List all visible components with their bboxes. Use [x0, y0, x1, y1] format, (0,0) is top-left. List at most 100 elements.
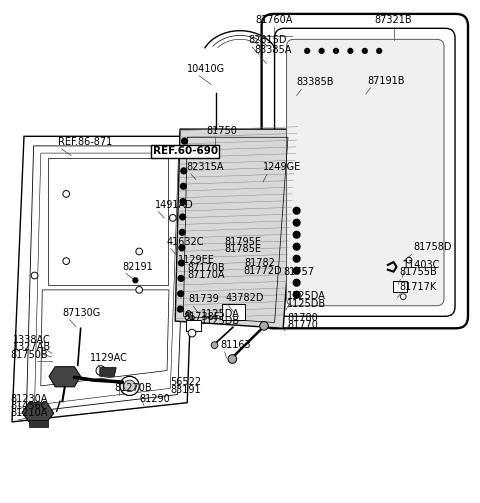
- Text: 87321B: 87321B: [375, 15, 412, 25]
- Text: 81270B: 81270B: [114, 383, 152, 393]
- Polygon shape: [49, 367, 81, 387]
- Text: 83385B: 83385B: [297, 77, 334, 88]
- Circle shape: [178, 291, 183, 297]
- Circle shape: [136, 248, 143, 255]
- Text: REF.60-690: REF.60-690: [153, 146, 218, 156]
- Text: 81230A: 81230A: [11, 394, 48, 404]
- Text: 81758D: 81758D: [414, 242, 452, 253]
- Circle shape: [180, 199, 186, 204]
- Text: 43782D: 43782D: [226, 293, 264, 303]
- Text: 1249GE: 1249GE: [263, 162, 301, 173]
- Circle shape: [293, 219, 300, 226]
- Circle shape: [334, 48, 338, 53]
- Text: 41632C: 41632C: [167, 237, 204, 246]
- Polygon shape: [22, 403, 54, 422]
- Circle shape: [186, 310, 191, 315]
- Text: 81757: 81757: [283, 267, 314, 277]
- Circle shape: [133, 278, 138, 283]
- Text: 56522: 56522: [170, 377, 202, 387]
- Polygon shape: [12, 136, 197, 422]
- Circle shape: [293, 231, 300, 238]
- Text: 81290: 81290: [139, 394, 170, 404]
- Circle shape: [293, 207, 300, 214]
- Circle shape: [400, 294, 406, 299]
- Text: 11403C: 11403C: [403, 260, 441, 270]
- Text: 81750B: 81750B: [11, 350, 48, 360]
- Text: 81739: 81739: [188, 294, 219, 304]
- Text: 81738F: 81738F: [183, 311, 220, 321]
- Text: REF.86-871: REF.86-871: [58, 137, 112, 147]
- Polygon shape: [100, 368, 116, 376]
- Text: 81780: 81780: [287, 312, 318, 322]
- Text: 82191: 82191: [122, 262, 153, 272]
- Polygon shape: [29, 421, 48, 427]
- Circle shape: [181, 138, 187, 144]
- Text: 83385A: 83385A: [254, 45, 292, 55]
- Text: 81782: 81782: [245, 259, 276, 268]
- FancyBboxPatch shape: [287, 39, 444, 306]
- Text: 1327AB: 1327AB: [13, 343, 51, 352]
- Text: 1125DB: 1125DB: [287, 299, 326, 309]
- Text: 81717K: 81717K: [399, 282, 437, 292]
- Circle shape: [63, 258, 70, 265]
- Circle shape: [260, 321, 268, 330]
- Circle shape: [362, 48, 367, 53]
- Text: 1125DA: 1125DA: [287, 291, 326, 301]
- Circle shape: [348, 48, 353, 53]
- Polygon shape: [186, 320, 201, 331]
- Circle shape: [188, 329, 196, 337]
- Text: 81772D: 81772D: [243, 266, 281, 276]
- Text: 81770: 81770: [287, 320, 318, 330]
- Circle shape: [319, 48, 324, 53]
- Circle shape: [293, 291, 300, 298]
- Text: 83191: 83191: [170, 384, 201, 394]
- Text: 81785E: 81785E: [225, 244, 262, 255]
- Circle shape: [169, 215, 176, 221]
- Circle shape: [228, 355, 237, 363]
- Circle shape: [31, 272, 38, 279]
- Text: 1125DA: 1125DA: [201, 309, 240, 319]
- Circle shape: [293, 279, 300, 286]
- Polygon shape: [48, 158, 168, 285]
- Text: 10410G: 10410G: [187, 64, 225, 74]
- Circle shape: [180, 229, 185, 235]
- Text: 1491AD: 1491AD: [155, 200, 193, 210]
- Text: 1338AC: 1338AC: [13, 335, 51, 345]
- Text: 81795E: 81795E: [225, 237, 262, 246]
- Polygon shape: [175, 129, 298, 328]
- Text: 87170A: 87170A: [187, 270, 225, 280]
- Circle shape: [178, 306, 183, 312]
- Polygon shape: [26, 146, 187, 412]
- Text: 1125DB: 1125DB: [201, 316, 240, 326]
- Text: 1129AC: 1129AC: [90, 353, 128, 363]
- Circle shape: [190, 315, 194, 320]
- FancyBboxPatch shape: [262, 14, 468, 328]
- Text: 82315D: 82315D: [249, 35, 287, 45]
- Circle shape: [211, 342, 218, 349]
- Circle shape: [179, 245, 185, 250]
- FancyBboxPatch shape: [275, 28, 455, 316]
- Text: 81456C: 81456C: [11, 401, 48, 411]
- Polygon shape: [35, 153, 179, 405]
- Text: 81760A: 81760A: [255, 15, 292, 25]
- Circle shape: [293, 256, 300, 262]
- Circle shape: [63, 191, 70, 197]
- Circle shape: [180, 214, 185, 220]
- Text: 87191B: 87191B: [367, 76, 405, 86]
- Circle shape: [179, 260, 184, 266]
- Text: 87130G: 87130G: [62, 308, 101, 318]
- Circle shape: [181, 152, 187, 158]
- Circle shape: [293, 267, 300, 274]
- Text: 81750: 81750: [206, 126, 237, 136]
- Polygon shape: [41, 290, 169, 386]
- Circle shape: [136, 287, 143, 293]
- Circle shape: [181, 168, 187, 174]
- Text: 87170B: 87170B: [187, 263, 225, 273]
- Circle shape: [406, 257, 412, 263]
- Circle shape: [124, 380, 135, 392]
- Circle shape: [120, 376, 139, 395]
- Text: 81755B: 81755B: [399, 268, 437, 278]
- Circle shape: [180, 183, 186, 189]
- Text: 1129EE: 1129EE: [178, 255, 215, 265]
- Polygon shape: [393, 281, 407, 292]
